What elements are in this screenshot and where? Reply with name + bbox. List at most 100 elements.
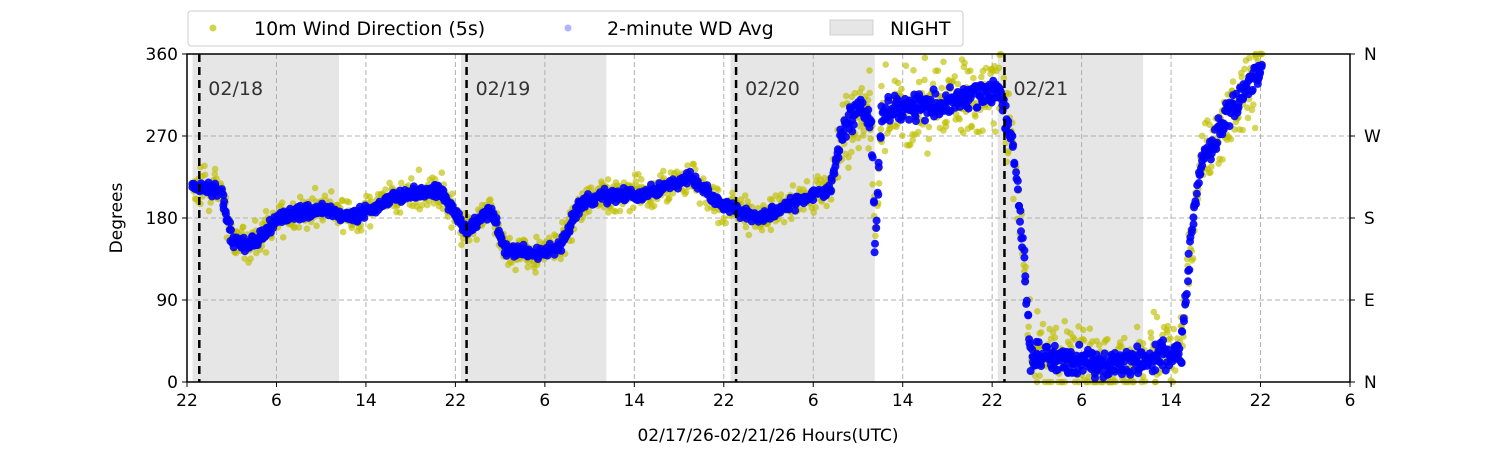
avg2min-point <box>557 246 566 255</box>
avg2min-point <box>848 127 857 136</box>
wind5s-point <box>848 148 855 156</box>
wind5s-point <box>823 202 830 210</box>
wind5s-point <box>524 263 531 271</box>
wind5s-point <box>929 80 937 88</box>
wind5s-point <box>557 255 564 263</box>
wind5s-point <box>921 54 929 62</box>
y-axis-label: Degrees <box>107 182 127 253</box>
wind5s-point <box>635 171 642 178</box>
avg2min-point <box>1021 272 1030 281</box>
x-tick-label: 22 <box>445 391 467 411</box>
avg2min-point <box>946 83 954 92</box>
wind5s-point <box>568 237 576 244</box>
wind5s-point <box>867 135 875 142</box>
wind5s-point <box>956 116 963 123</box>
wind5s-point <box>205 207 213 215</box>
avg2min-point <box>972 103 981 112</box>
y-right-tick-label: W <box>1364 127 1381 147</box>
avg2min-point <box>1018 234 1027 242</box>
x-tick-label: 22 <box>713 391 735 411</box>
wind5s-point <box>855 144 862 152</box>
avg2min-point <box>872 224 881 232</box>
wind5s-point <box>366 223 374 230</box>
wind5s-point <box>942 123 950 130</box>
avg2min-point <box>835 146 844 155</box>
avg2min-point <box>864 105 873 114</box>
wind5s-point <box>872 232 879 240</box>
y-tick-label: 180 <box>146 209 178 229</box>
wind5s-point <box>992 128 999 135</box>
wind5s-point <box>449 190 456 197</box>
y-right-tick-label: S <box>1364 209 1375 229</box>
wind5s-point <box>1198 132 1206 140</box>
avg2min-point <box>870 198 878 207</box>
wind5s-point <box>959 129 967 137</box>
wind5s-point <box>1022 263 1029 271</box>
x-tick-label: 14 <box>355 391 377 411</box>
wind5s-point <box>684 162 691 169</box>
wind5s-point <box>925 123 933 131</box>
avg2min-point <box>1043 343 1051 351</box>
wind5s-point <box>1250 101 1257 108</box>
wind5s-point <box>1002 139 1009 147</box>
wind5s-point <box>760 202 767 209</box>
x-tick-label: 14 <box>1160 391 1182 411</box>
avg2min-point <box>867 151 876 160</box>
avg2min-point <box>1022 296 1031 305</box>
wind5s-point <box>970 74 977 82</box>
avg2min-point <box>220 197 229 206</box>
avg2min-point <box>1066 348 1075 356</box>
wind5s-point <box>408 175 415 182</box>
wind5s-point <box>382 186 389 193</box>
wind5s-point <box>512 266 519 274</box>
y-right-tick-label: N <box>1364 373 1377 393</box>
avg2min-point <box>1189 213 1198 222</box>
wind5s-point <box>278 199 286 206</box>
wind5s-point <box>851 89 859 97</box>
avg2min-point <box>1182 290 1191 298</box>
wind5s-point <box>279 234 287 241</box>
avg2min-point <box>227 226 235 234</box>
avg2min-point <box>1024 310 1033 319</box>
avg2min-point <box>1189 220 1198 229</box>
avg2min-point <box>911 117 920 126</box>
wind5s-point <box>650 202 658 210</box>
avg2min-point <box>1185 265 1194 274</box>
wind5s-point <box>894 79 902 87</box>
avg2min-point <box>1192 189 1201 198</box>
wind5s-point <box>979 127 986 134</box>
legend-label-wind5s: 10m Wind Direction (5s) <box>254 18 485 40</box>
avg2min-point <box>1253 79 1262 88</box>
wind5s-point <box>780 218 788 226</box>
wind5s-point <box>827 196 835 203</box>
wind5s-point <box>1189 255 1197 262</box>
wind5s-point <box>742 223 750 231</box>
wind5s-point <box>968 122 975 130</box>
avg2min-point <box>1191 197 1200 206</box>
wind5s-point <box>632 178 640 185</box>
wind5s-point <box>842 92 850 100</box>
avg2min-point <box>1078 366 1087 375</box>
avg2min-point <box>1175 344 1184 353</box>
wind5s-point <box>506 234 513 242</box>
avg2min-point <box>827 176 836 185</box>
wind5s-point <box>961 59 968 67</box>
wind5s-point <box>1164 322 1172 330</box>
avg2min-point <box>1181 298 1190 306</box>
wind5s-point <box>1133 323 1141 331</box>
wind5s-point <box>1010 195 1017 203</box>
wind5s-point <box>1000 74 1008 82</box>
wind5s-point <box>1251 124 1259 132</box>
avg2min-point <box>931 89 940 98</box>
wind5s-point <box>630 204 637 211</box>
wind5s-point <box>1248 106 1256 114</box>
wind5s-point <box>241 255 248 262</box>
wind5s-point <box>902 62 910 69</box>
wind5s-point <box>1246 54 1253 62</box>
wind5s-point <box>729 189 736 197</box>
wind5s-point <box>431 176 439 183</box>
avg2min-point <box>1016 206 1025 215</box>
x-tick-label: 6 <box>1076 391 1087 411</box>
avg2min-point <box>1037 362 1046 370</box>
avg2min-point <box>1177 327 1186 336</box>
